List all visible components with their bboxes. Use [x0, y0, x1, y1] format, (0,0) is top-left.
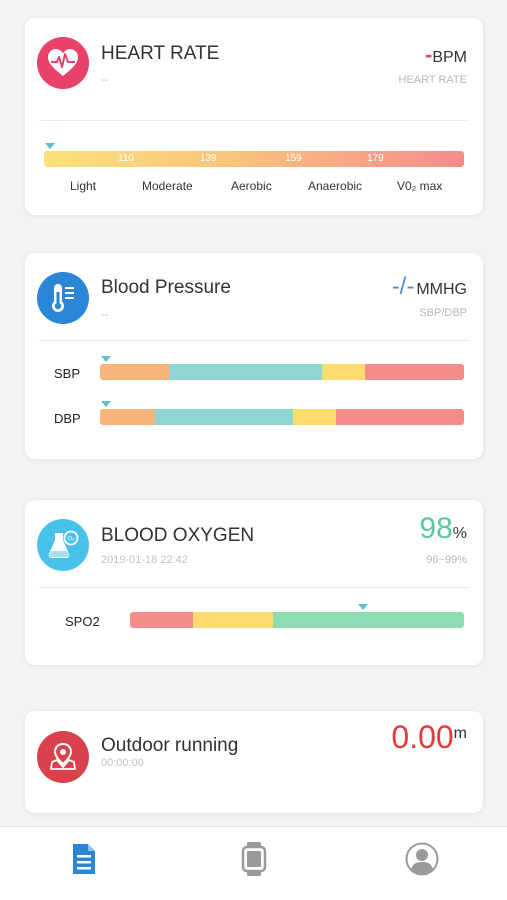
blood-pressure-card[interactable]: Blood Pressure -- -/- MMHG SBP/DBP SBP DB… — [25, 253, 483, 459]
svg-text:O₂: O₂ — [67, 536, 75, 543]
hr-tick-139: 139 — [200, 153, 217, 164]
divider — [39, 587, 469, 588]
map-pin-icon — [37, 731, 89, 783]
running-value: 0.00m — [391, 719, 467, 756]
spo2-marker — [358, 604, 368, 610]
blood-oxygen-card[interactable]: O₂ BLOOD OXYGEN 2019-01-18 22:42 98% 96~… — [25, 500, 483, 665]
heart-rate-dash: - — [425, 42, 433, 67]
zone-light: Light — [70, 179, 97, 193]
blood-pressure-value: -/- MMHG — [392, 273, 467, 301]
oxygen-range: 96~99% — [426, 554, 467, 566]
blood-pressure-title: Blood Pressure — [101, 277, 231, 298]
blood-oxygen-title: BLOOD OXYGEN — [101, 525, 255, 546]
watch-icon — [241, 842, 267, 876]
heart-rate-value-label: HEART RATE — [398, 74, 467, 86]
zone-moderate: Moderate — [142, 179, 193, 193]
spo2-label: SPO2 — [65, 614, 100, 629]
hr-tick-110: 110 — [118, 153, 134, 164]
hr-tick-179: 179 — [367, 153, 384, 164]
running-unit: m — [453, 725, 467, 742]
tab-device[interactable] — [236, 839, 272, 879]
bp-value-dashes: -/- — [391, 273, 415, 300]
blood-oxygen-value: 98% — [419, 512, 467, 546]
hr-tick-159: 159 — [285, 153, 302, 164]
oxygen-number: 98 — [419, 512, 453, 545]
tab-report[interactable] — [66, 839, 102, 879]
sbp-bar — [100, 364, 464, 380]
running-duration: 00:00:00 — [101, 757, 144, 769]
zone-anaerobic: Anaerobic — [308, 179, 363, 193]
user-icon — [405, 842, 439, 876]
divider — [39, 120, 469, 121]
heart-rate-title: HEART RATE — [101, 43, 220, 64]
heart-rate-unit: BPM — [432, 49, 467, 66]
heart-rate-subtitle: -- — [101, 74, 109, 86]
sbp-label: SBP — [54, 366, 81, 381]
flask-icon: O₂ — [37, 519, 89, 571]
divider — [39, 340, 469, 341]
blood-pressure-subtitle: -- — [101, 309, 109, 321]
spo2-bar — [130, 612, 464, 628]
tab-bar — [0, 826, 507, 900]
heart-rate-marker — [45, 143, 55, 149]
sbp-marker — [101, 356, 111, 362]
dbp-bar — [100, 409, 464, 425]
dbp-label: DBP — [54, 411, 81, 426]
outdoor-running-card[interactable]: Outdoor running 00:00:00 0.00m — [25, 711, 483, 813]
heart-rate-icon — [37, 37, 89, 89]
zone-aerobic: Aerobic — [231, 179, 272, 193]
document-icon — [73, 844, 95, 874]
running-distance: 0.00 — [391, 719, 454, 755]
heart-rate-card[interactable]: HEART RATE -- -BPM HEART RATE 110 139 15… — [25, 18, 483, 215]
bp-unit: MMHG — [416, 281, 467, 298]
outdoor-running-title: Outdoor running — [101, 735, 239, 756]
blood-oxygen-timestamp: 2019-01-18 22:42 — [101, 554, 188, 566]
zone-vo2max: V0₂ max — [397, 179, 443, 193]
heart-rate-value: -BPM — [425, 42, 467, 68]
bp-value-label: SBP/DBP — [419, 307, 467, 319]
heart-rate-zone-bar: 110 139 159 179 — [44, 151, 464, 167]
dbp-marker — [101, 401, 111, 407]
tab-profile[interactable] — [404, 839, 440, 879]
oxygen-unit: % — [452, 525, 467, 542]
thermometer-icon — [37, 272, 89, 324]
